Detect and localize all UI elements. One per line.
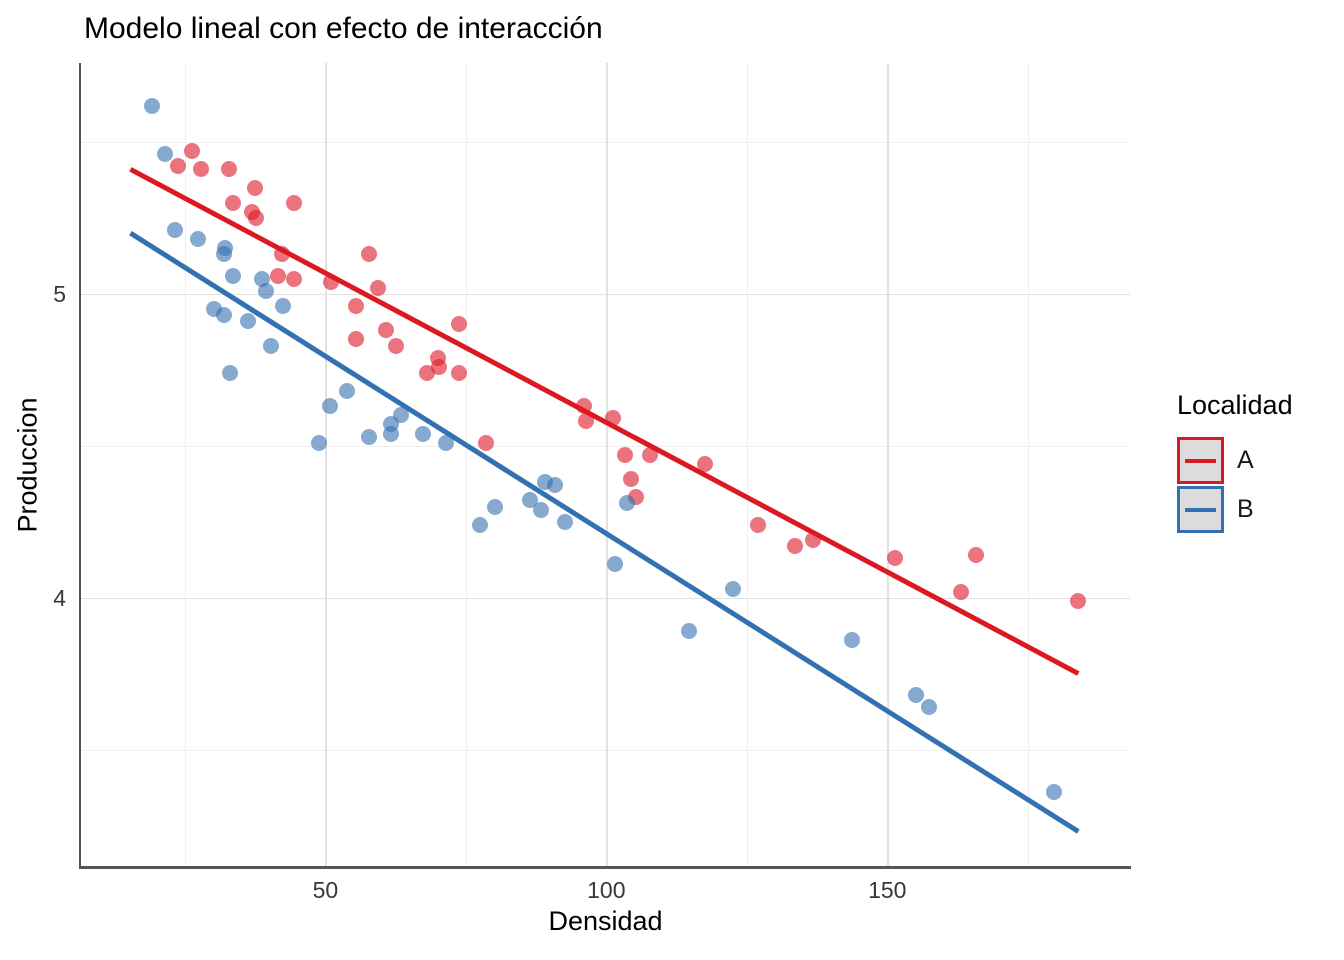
- data-point-b: [392, 407, 409, 424]
- data-point-a: [323, 273, 340, 290]
- data-point-b: [557, 513, 574, 530]
- x-minor-gridline: [1027, 63, 1029, 868]
- data-point-b: [415, 425, 432, 442]
- data-point-b: [274, 298, 291, 315]
- data-point-a: [247, 179, 264, 196]
- chart-title: Modelo lineal con efecto de interacción: [84, 12, 603, 45]
- data-point-a: [285, 270, 302, 287]
- data-point-a: [622, 471, 639, 488]
- data-point-a: [478, 434, 495, 451]
- data-point-a: [369, 279, 386, 296]
- x-minor-gridline: [746, 63, 748, 868]
- data-point-b: [532, 501, 549, 518]
- data-point-a: [787, 538, 804, 554]
- data-point-a: [224, 194, 241, 211]
- x-tick-label: 50: [312, 877, 339, 903]
- legend-key-a: [1177, 437, 1224, 484]
- y-minor-gridline: [81, 141, 1130, 143]
- data-point-a: [750, 516, 767, 533]
- data-point-b: [225, 267, 242, 284]
- x-minor-gridline: [184, 63, 186, 868]
- legend: Localidad A B: [1165, 390, 1341, 535]
- legend-entry-b: B: [1165, 486, 1341, 533]
- x-major-gridline: [325, 63, 327, 868]
- data-point-b: [383, 425, 400, 442]
- data-point-a: [388, 337, 405, 354]
- data-point-a: [285, 194, 302, 211]
- data-point-b: [215, 307, 232, 324]
- y-tick-label: 4: [53, 584, 66, 611]
- data-point-a: [1070, 592, 1087, 609]
- y-major-gridline: [81, 597, 1130, 600]
- y-axis-line: [78, 63, 81, 868]
- data-point-b: [310, 434, 327, 451]
- legend-key-b: [1177, 486, 1224, 533]
- legend-key-line-b: [1185, 507, 1216, 512]
- data-point-a: [953, 583, 970, 600]
- x-major-gridline: [887, 63, 889, 868]
- x-minor-gridline: [465, 63, 467, 868]
- data-point-b: [215, 246, 232, 263]
- y-major-gridline: [81, 293, 1130, 296]
- legend-key-line-a: [1185, 458, 1216, 463]
- legend-entry-a: A: [1165, 437, 1341, 484]
- x-axis-title: Densidad: [548, 906, 663, 936]
- data-point-b: [487, 498, 504, 515]
- data-point-b: [360, 428, 377, 445]
- data-point-a: [273, 246, 290, 263]
- data-point-a: [184, 143, 201, 160]
- data-point-b: [438, 434, 455, 451]
- data-point-a: [451, 364, 468, 381]
- y-tick-label: 5: [53, 280, 66, 307]
- x-major-gridline: [606, 63, 608, 868]
- y-axis-title: Produccion: [12, 397, 43, 533]
- data-point-a: [270, 267, 287, 284]
- legend-label-b: B: [1237, 495, 1254, 523]
- data-point-a: [169, 158, 186, 175]
- data-point-a: [377, 322, 394, 339]
- legend-title: Localidad: [1177, 390, 1293, 420]
- data-point-a: [642, 446, 659, 463]
- data-point-a: [247, 209, 264, 226]
- data-point-b: [143, 97, 160, 114]
- data-point-b: [263, 337, 280, 354]
- x-axis-line: [78, 866, 1131, 869]
- data-point-a: [805, 531, 822, 548]
- x-tick-label: 100: [587, 877, 626, 903]
- plot-panel: [81, 63, 1130, 868]
- data-point-b: [156, 146, 173, 163]
- data-point-a: [192, 161, 209, 178]
- legend-label-a: A: [1237, 446, 1254, 474]
- data-point-b: [725, 580, 742, 597]
- x-tick-label: 150: [868, 877, 907, 903]
